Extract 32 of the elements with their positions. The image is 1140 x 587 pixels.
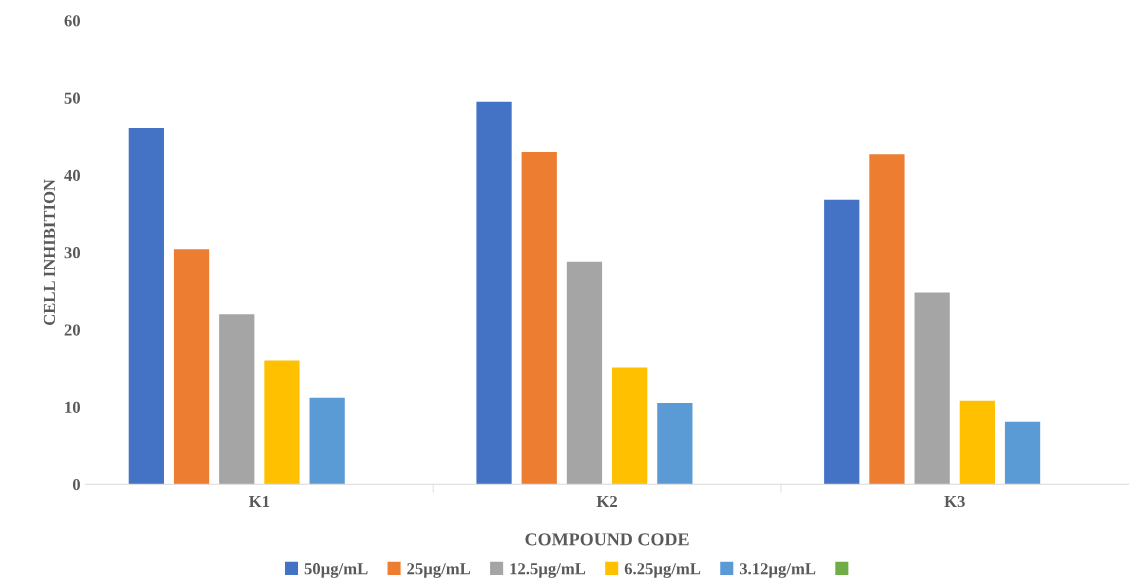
bar xyxy=(309,397,345,485)
bar xyxy=(824,199,860,485)
y-tick-label: 50 xyxy=(64,92,80,104)
x-axis-title: COMPOUND CODE xyxy=(525,533,689,546)
y-tick-label: 40 xyxy=(64,169,80,182)
bar xyxy=(128,127,164,485)
y-tick-label: 30 xyxy=(64,247,80,259)
bar xyxy=(1004,421,1041,485)
x-tick-label: K2 xyxy=(596,495,617,507)
bar xyxy=(219,314,255,485)
x-tick-label: K3 xyxy=(944,495,965,508)
legend-label: 3.12µg/mL xyxy=(739,563,816,578)
legend-label: 50µg/mL xyxy=(304,563,368,578)
bar xyxy=(612,367,648,485)
bar xyxy=(566,261,603,485)
bar xyxy=(869,154,905,485)
bar xyxy=(959,400,995,485)
legend-label: 6.25µg/mL xyxy=(624,563,701,578)
legend-label: 25µg/mL xyxy=(407,563,471,578)
y-tick-label: 10 xyxy=(65,401,80,413)
bar xyxy=(521,151,557,485)
y-axis-title: CELL INHIBITION xyxy=(43,179,56,326)
bar xyxy=(476,101,512,485)
bar xyxy=(173,249,210,485)
bar xyxy=(914,292,950,485)
legend-label: 12.5µg/mL xyxy=(510,563,586,578)
y-tick-label: 0 xyxy=(72,478,80,491)
y-tick-label: 60 xyxy=(64,15,80,27)
bar xyxy=(264,360,300,485)
x-tick-label: K1 xyxy=(248,495,270,507)
bar xyxy=(657,403,693,485)
y-tick-label: 20 xyxy=(64,324,80,336)
